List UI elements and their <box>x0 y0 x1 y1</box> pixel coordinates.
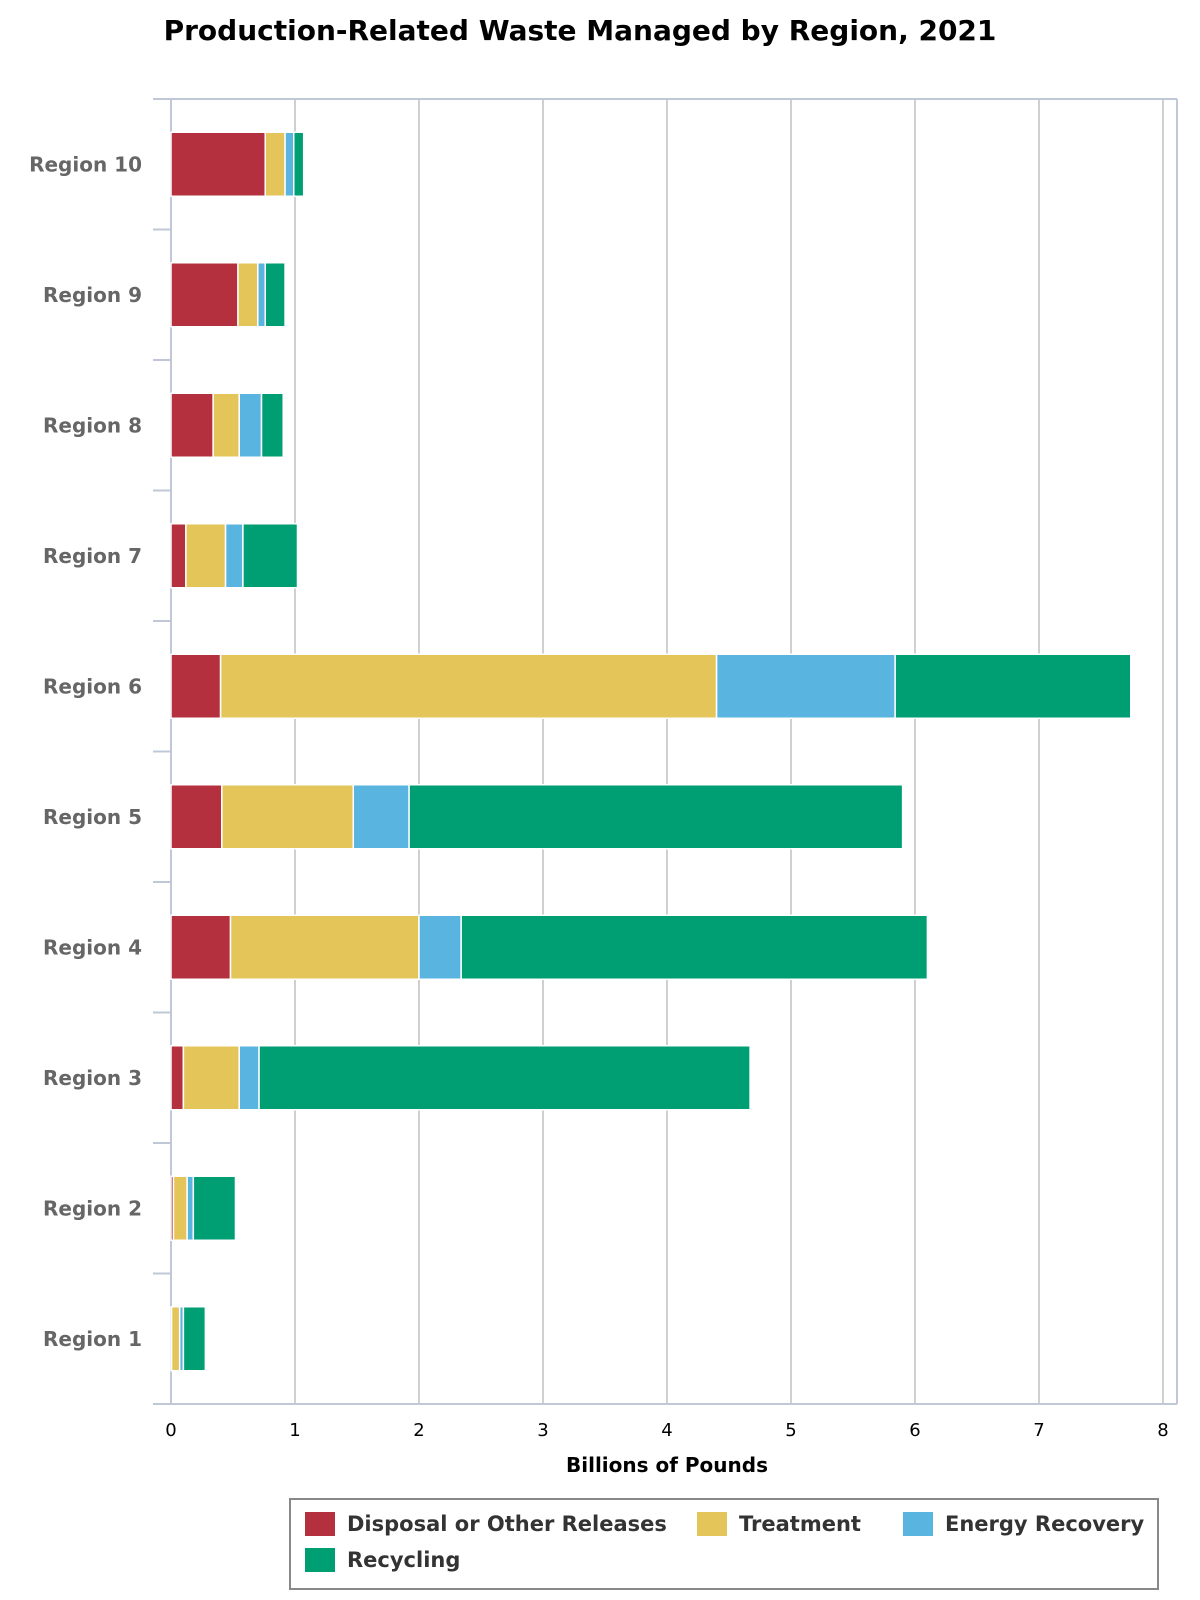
bar-segment <box>229 914 420 980</box>
bar-segment <box>212 392 240 458</box>
legend-label: Treatment <box>739 1512 861 1536</box>
bar-segment <box>352 784 410 850</box>
legend-swatch <box>697 1512 727 1536</box>
bar-segment <box>260 392 284 458</box>
legend-item-disposal[interactable]: Disposal or Other Releases <box>305 1512 667 1536</box>
legend-item-energy-recovery[interactable]: Energy Recovery <box>903 1512 1144 1536</box>
legend-swatch <box>903 1512 933 1536</box>
bar-segment <box>172 1175 188 1241</box>
bar-segment <box>192 1175 237 1241</box>
bar-segment <box>221 784 355 850</box>
x-tick-label: 5 <box>785 1420 796 1441</box>
legend-item-recycling[interactable]: Recycling <box>305 1548 460 1572</box>
x-tick-label: 7 <box>1033 1420 1044 1441</box>
chart-title: Production-Related Waste Managed by Regi… <box>163 14 997 47</box>
bar-segment <box>170 784 223 850</box>
bar-segment <box>258 1045 751 1111</box>
bar-segment <box>170 1306 181 1372</box>
bar-segment <box>170 653 222 719</box>
bar-segment <box>170 131 266 197</box>
x-tick-label: 8 <box>1157 1420 1168 1441</box>
category-label: Region 7 <box>43 544 142 568</box>
bar-segment <box>224 523 244 589</box>
x-axis-label: Billions of Pounds <box>566 1453 768 1477</box>
category-label: Region 6 <box>43 674 142 698</box>
category-label: Region 10 <box>29 152 142 176</box>
bar-segment <box>264 262 286 328</box>
x-tick-label: 2 <box>413 1420 424 1441</box>
bar-segment <box>170 262 239 328</box>
legend-swatch <box>305 1512 335 1536</box>
bar-segment <box>170 392 214 458</box>
bar-segment <box>894 653 1132 719</box>
bar-segment <box>170 1045 185 1111</box>
legend: Disposal or Other Releases Treatment Ene… <box>289 1498 1159 1590</box>
bar-segment <box>170 914 232 980</box>
category-label: Region 8 <box>43 413 142 437</box>
category-label: Region 1 <box>43 1327 142 1351</box>
legend-swatch <box>305 1548 335 1572</box>
bar-segment <box>237 262 259 328</box>
x-tick-label: 0 <box>165 1420 176 1441</box>
x-tick-label: 1 <box>289 1420 300 1441</box>
bar-segment <box>238 392 263 458</box>
bar-segment <box>182 1045 240 1111</box>
bar-segment <box>238 1045 260 1111</box>
bar-segment <box>408 784 904 850</box>
x-tick-label: 3 <box>537 1420 548 1441</box>
x-tick-label: 6 <box>909 1420 920 1441</box>
category-label: Region 4 <box>43 935 142 959</box>
bar-segment <box>186 1175 195 1241</box>
legend-label: Recycling <box>347 1548 461 1572</box>
legend-item-treatment[interactable]: Treatment <box>697 1512 861 1536</box>
category-label: Region 5 <box>43 805 142 829</box>
bar-segment <box>182 1306 207 1372</box>
bar-segment <box>460 914 929 980</box>
legend-label: Energy Recovery <box>945 1512 1145 1536</box>
bar-segment <box>185 523 227 589</box>
bar-segment <box>264 131 286 197</box>
category-label: Region 3 <box>43 1066 142 1090</box>
bar-segment <box>242 523 299 589</box>
bar-segment <box>170 523 187 589</box>
bar-segment <box>284 131 295 197</box>
bar-segment <box>715 653 896 719</box>
legend-label: Disposal or Other Releases <box>347 1512 667 1536</box>
bar-segment <box>293 131 305 197</box>
category-label: Region 9 <box>43 283 142 307</box>
category-label: Region 2 <box>43 1196 142 1220</box>
x-tick-label: 4 <box>661 1420 672 1441</box>
bar-segment <box>219 653 718 719</box>
bar-segment <box>418 914 462 980</box>
bar-segment <box>257 262 266 328</box>
